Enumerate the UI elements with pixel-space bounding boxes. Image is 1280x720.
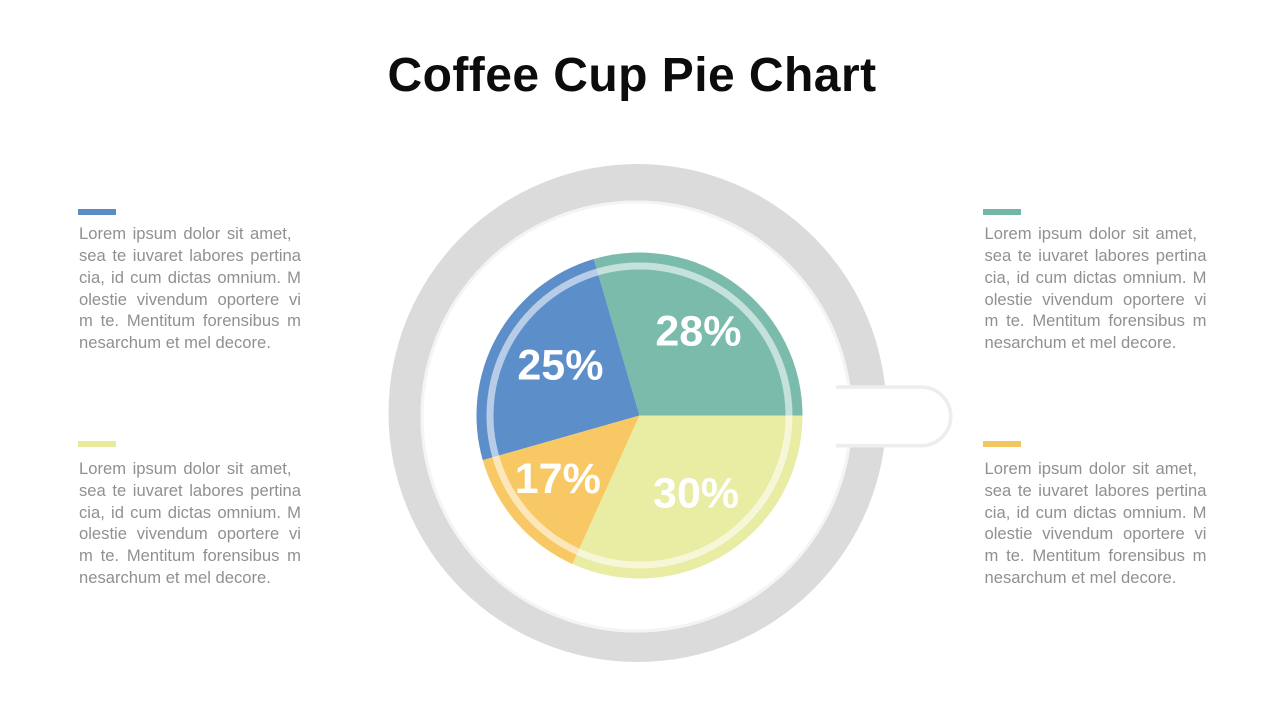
svg-text:25%: 25% — [517, 342, 603, 390]
svg-text:30%: 30% — [653, 469, 739, 517]
svg-text:28%: 28% — [655, 307, 741, 355]
svg-text:17%: 17% — [515, 455, 601, 503]
